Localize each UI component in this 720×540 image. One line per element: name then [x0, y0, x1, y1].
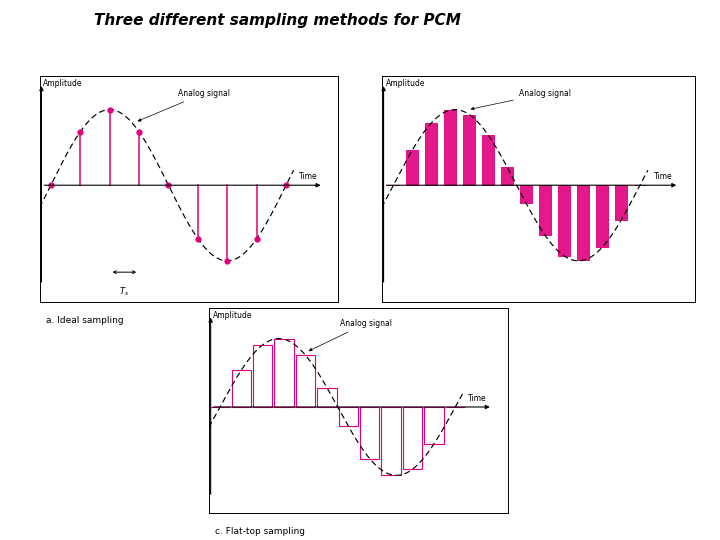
Text: Amplitude: Amplitude — [212, 311, 252, 320]
Bar — [253, 345, 272, 407]
Bar — [464, 114, 475, 185]
Bar — [482, 135, 494, 185]
Text: b. Natural sampling: b. Natural sampling — [388, 316, 477, 325]
Bar — [521, 185, 532, 204]
Text: Amplitude: Amplitude — [385, 79, 425, 88]
Text: Time: Time — [654, 172, 673, 181]
Bar — [232, 370, 251, 407]
Bar — [360, 407, 379, 458]
Text: c. Flat-top sampling: c. Flat-top sampling — [215, 528, 305, 536]
Bar — [615, 185, 627, 220]
Text: Analog signal: Analog signal — [138, 89, 230, 121]
Bar — [424, 407, 444, 444]
Bar — [444, 110, 456, 185]
Text: Amplitude: Amplitude — [43, 79, 83, 88]
Text: $T_s$: $T_s$ — [120, 286, 130, 298]
Bar — [539, 185, 551, 235]
Bar — [318, 388, 337, 407]
Bar — [274, 339, 294, 407]
Text: Time: Time — [299, 172, 318, 181]
Bar — [382, 407, 401, 475]
Text: Time: Time — [468, 394, 487, 403]
Bar — [577, 185, 589, 260]
Bar — [596, 185, 608, 247]
Bar — [296, 355, 315, 407]
Bar — [407, 150, 418, 185]
Bar — [501, 167, 513, 185]
Text: Three different sampling methods for PCM: Three different sampling methods for PCM — [94, 14, 461, 29]
Text: Analog signal: Analog signal — [471, 89, 571, 110]
Bar — [402, 407, 422, 469]
Text: Analog signal: Analog signal — [309, 319, 392, 351]
Bar — [558, 185, 570, 256]
Bar — [426, 123, 437, 185]
Text: a. Ideal sampling: a. Ideal sampling — [45, 316, 123, 325]
Bar — [338, 407, 358, 426]
